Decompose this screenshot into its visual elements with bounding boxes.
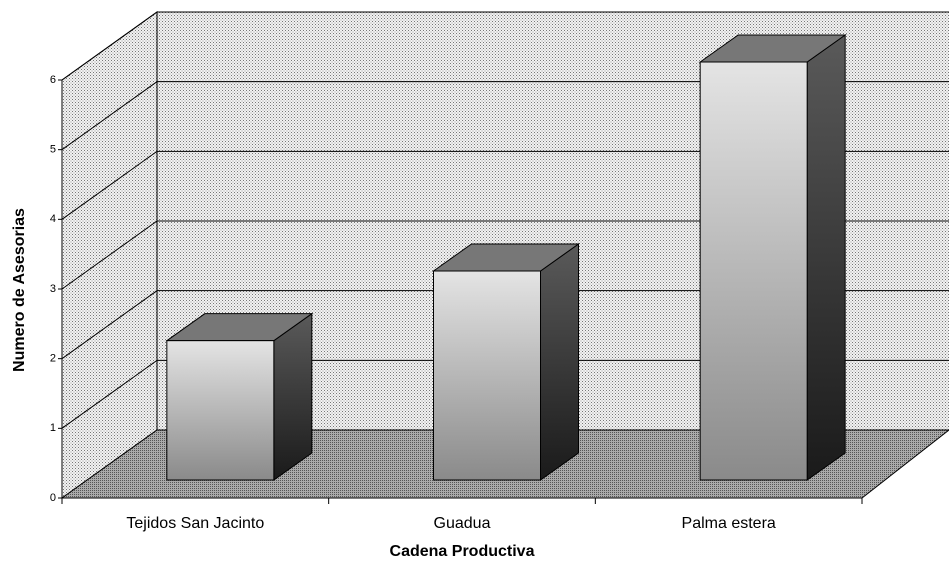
grid-line	[61, 150, 949, 220]
x-tick-label: Tejidos San Jacinto	[126, 515, 264, 532]
bar-front	[699, 61, 808, 481]
y-tick-label: 6	[50, 74, 56, 86]
bar-front	[433, 270, 541, 481]
bar	[431, 243, 581, 481]
x-tick-label: Palma estera	[682, 515, 776, 532]
y-tick-label: 1	[50, 422, 56, 434]
bar	[698, 34, 847, 481]
grid-line	[61, 81, 949, 151]
y-axis-title: Numero de Asesorias	[11, 208, 28, 372]
y-tick-label: 0	[50, 492, 56, 504]
bar-front	[166, 340, 275, 481]
y-tick-label: 3	[50, 283, 56, 295]
y-tick-label: 4	[50, 213, 56, 225]
bar-side	[806, 34, 846, 481]
bar-side	[273, 312, 313, 481]
x-tick-label: Guadua	[434, 515, 491, 532]
y-tick-label: 5	[50, 144, 56, 156]
grid-line	[61, 220, 949, 290]
bar	[165, 312, 314, 481]
grid-line	[61, 290, 949, 360]
y-tick-label: 2	[50, 353, 56, 365]
x-axis-title: Cadena Productiva	[390, 543, 535, 560]
grid-line	[61, 11, 949, 81]
bar-side	[540, 243, 579, 481]
grid-line	[61, 359, 949, 429]
